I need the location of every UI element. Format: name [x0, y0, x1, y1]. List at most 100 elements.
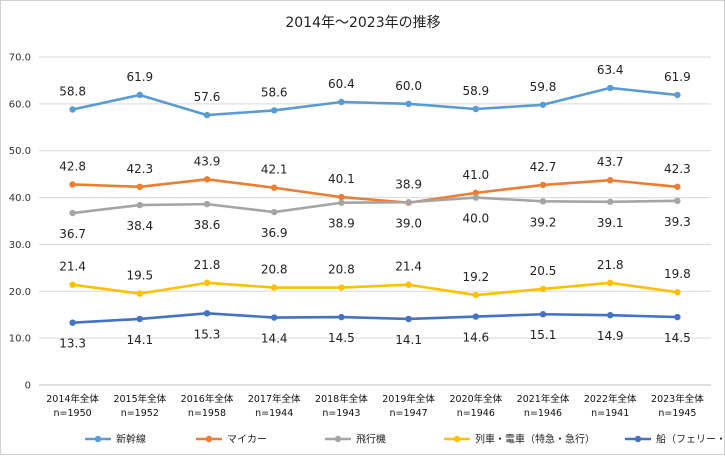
series-1 [69, 176, 681, 206]
y-tick-label: 0 [25, 381, 31, 392]
data-point [203, 200, 211, 208]
data-point [472, 291, 479, 299]
data-point [69, 319, 76, 326]
data-label: 38.9 [395, 178, 422, 192]
data-label: 20.8 [328, 263, 355, 277]
series-3 [69, 279, 681, 299]
data-point [271, 314, 278, 321]
x-tick-label: 2018年全体 [315, 393, 368, 405]
data-point [69, 181, 76, 188]
series-4 [69, 310, 681, 326]
series-2 [69, 194, 681, 217]
series-0 [69, 84, 681, 119]
data-label: 36.7 [59, 227, 86, 241]
data-point [136, 315, 143, 323]
data-point [338, 199, 345, 206]
data-point [405, 199, 412, 206]
data-point [338, 284, 345, 291]
legend: 新幹線 マイカー 飛行機 列車・電車（特急・急行） 船（フェリー・クルージングを含む） [85, 433, 725, 446]
legend-marker [94, 435, 102, 443]
legend-label: 飛行機 [356, 433, 386, 446]
data-point [472, 313, 479, 320]
x-tick-label: 2017年全体 [248, 393, 301, 405]
data-label: 13.3 [59, 337, 86, 351]
data-label: 14.9 [597, 329, 624, 343]
data-label: 42.3 [664, 162, 691, 176]
data-label: 21.4 [59, 260, 86, 274]
x-tick-label: 2021年全体 [517, 393, 570, 405]
data-label: 58.9 [462, 84, 489, 98]
data-point [539, 101, 547, 108]
data-label: 42.3 [126, 162, 153, 176]
legend-marker [634, 435, 642, 443]
data-label: 57.6 [194, 90, 221, 104]
data-label: 41.0 [462, 168, 489, 182]
x-tick-sample-size: n=1945 [658, 408, 696, 419]
data-point [607, 198, 614, 205]
data-label: 15.1 [530, 328, 557, 342]
data-label: 39.3 [664, 215, 691, 229]
chart-title: 2014年～2023年の推移 [285, 15, 440, 31]
data-label: 14.1 [395, 333, 422, 347]
x-tick-sample-size: n=1944 [255, 408, 293, 419]
legend-label: 新幹線 [116, 433, 146, 446]
data-label: 42.7 [530, 160, 557, 174]
data-label: 43.7 [597, 155, 624, 169]
data-point [539, 311, 547, 318]
x-tick-sample-size: n=1950 [54, 408, 92, 419]
data-label: 60.4 [328, 77, 355, 91]
x-tick-label: 2014年全体 [46, 393, 99, 405]
data-label: 14.5 [328, 331, 355, 345]
data-label: 38.6 [194, 218, 221, 232]
data-label: 14.6 [462, 331, 489, 345]
data-point [472, 194, 479, 201]
legend-label: マイカー [227, 434, 267, 446]
series-line [71, 177, 679, 205]
data-label: 63.4 [597, 63, 624, 77]
data-point [271, 184, 278, 191]
y-tick-label: 20.0 [9, 287, 31, 298]
data-point [69, 106, 76, 113]
data-label: 21.8 [597, 258, 624, 272]
data-point [472, 105, 479, 113]
data-label: 14.5 [664, 331, 691, 345]
legend-marker [205, 435, 213, 443]
data-point [405, 315, 412, 323]
data-point [136, 183, 143, 190]
data-point [136, 290, 143, 297]
data-label: 15.3 [194, 327, 221, 341]
x-tick-label: 2016年全体 [181, 393, 234, 405]
data-point [69, 281, 76, 288]
x-tick-label: 2020年全体 [449, 393, 502, 405]
data-point [203, 279, 211, 287]
data-label: 19.5 [126, 269, 153, 283]
data-point [69, 209, 76, 217]
legend-item-2: 飛行機 [325, 433, 386, 446]
x-tick-label: 2023年全体 [651, 393, 704, 405]
data-point [472, 189, 479, 197]
data-label: 40.0 [462, 212, 489, 226]
x-tick-sample-size: n=1946 [524, 408, 562, 419]
data-label: 59.8 [530, 80, 557, 94]
x-tick-sample-size: n=1952 [121, 408, 159, 419]
data-point [674, 91, 681, 99]
data-point [203, 176, 211, 183]
data-label: 19.8 [664, 267, 691, 281]
data-point [203, 310, 211, 317]
data-point [607, 279, 614, 287]
x-tick-sample-size: n=1946 [457, 408, 495, 419]
y-tick-label: 60.0 [9, 99, 31, 110]
data-label: 21.8 [194, 258, 221, 272]
data-label: 58.6 [261, 85, 288, 99]
data-point [539, 285, 547, 293]
legend-item-1: マイカー [196, 434, 267, 446]
data-point [271, 107, 278, 114]
data-point [539, 181, 547, 189]
data-label: 60.0 [395, 79, 422, 93]
data-label: 20.5 [530, 264, 557, 278]
data-point [338, 313, 345, 321]
series-line [71, 312, 679, 324]
data-label: 14.4 [261, 332, 288, 346]
data-point [203, 111, 211, 119]
